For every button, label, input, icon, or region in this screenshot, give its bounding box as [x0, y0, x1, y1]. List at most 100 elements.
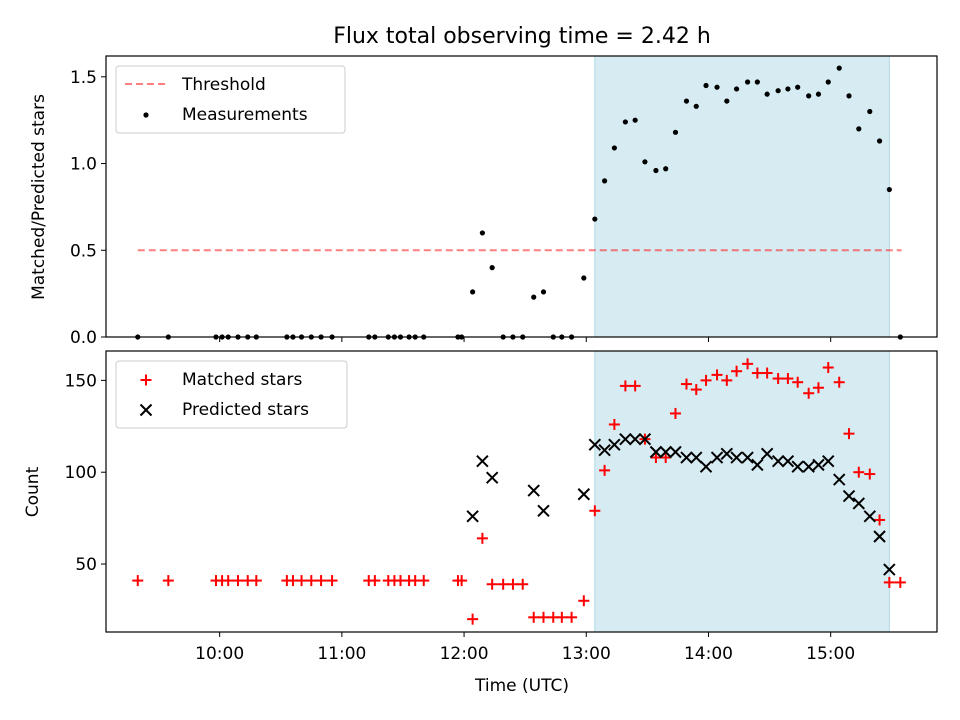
- predicted-stars-point: [537, 504, 550, 517]
- predicted-stars-point-b: [751, 458, 764, 472]
- matched-stars-point: [497, 578, 509, 590]
- matched-stars-point: [537, 611, 549, 623]
- matched-stars-point: [578, 595, 590, 607]
- measurement-point: [703, 82, 709, 89]
- predicted-stars-point: [638, 432, 652, 446]
- measurement-point: [622, 119, 628, 125]
- measurement-point: [795, 84, 801, 90]
- measurement-point: [825, 79, 831, 85]
- predicted-stars-point: [730, 451, 743, 464]
- top-y-axis-label: Matched/Predicted stars: [29, 94, 49, 300]
- measurement-point: [592, 216, 598, 222]
- measurement-point: [540, 289, 547, 295]
- predicted-stars-point: [659, 445, 672, 459]
- matched-stars-point: [894, 576, 906, 588]
- predicted-stars-point: [588, 438, 602, 451]
- predicted-stars-point-b: [476, 454, 489, 468]
- threshold-legend-label: Threshold: [181, 75, 266, 95]
- matched-stars-point: [792, 376, 804, 388]
- top-legend-frame: [115, 65, 346, 134]
- predicted-stars-point: [710, 451, 724, 464]
- predicted-stars-point-b: [598, 443, 611, 457]
- bottom-panel: 50 100 150 10:00 11:00 12:00 13:00 14:00 15:00: [65, 350, 938, 664]
- predicted-stars-point: [577, 488, 591, 501]
- matched-stars-point: [853, 466, 865, 478]
- predicted-stars-legend-marker: [139, 403, 153, 417]
- predicted-stars-point-b: [680, 451, 693, 464]
- measurement-point: [764, 91, 770, 97]
- predicted-stars-point: [833, 473, 846, 486]
- matched-stars-point: [772, 373, 784, 385]
- predicted-stars-point-b: [466, 510, 479, 523]
- predicted-stars-point: [485, 471, 499, 484]
- measurement-point: [672, 129, 679, 135]
- matched-stars-point: [296, 575, 308, 587]
- bottom-series-1: [466, 432, 896, 576]
- measurements-legend-label: Measurements: [182, 105, 308, 125]
- measurement-point: [632, 117, 638, 123]
- predicted-stars-point-b: [720, 447, 734, 461]
- predicted-stars-point-b: [588, 438, 602, 451]
- matched-stars-point: [162, 575, 174, 587]
- bottom-legend-frame: [115, 360, 348, 429]
- matched-stars-point: [222, 575, 234, 587]
- top-axes-frame: [105, 55, 938, 338]
- top-y-tick-label: 1.0: [70, 155, 97, 175]
- matched-stars-point: [589, 505, 601, 517]
- measurement-point: [733, 86, 740, 92]
- matched-stars-point: [833, 376, 845, 388]
- bottom-y-tick-label: 150: [65, 371, 97, 391]
- predicted-stars-point: [842, 489, 856, 503]
- matched-stars-point: [250, 575, 262, 587]
- top-panel: 0.0 0.5 1.0 1.5: [70, 55, 938, 348]
- matched-stars-point: [782, 373, 794, 385]
- predicted-stars-point: [527, 484, 540, 497]
- measurement-point: [754, 79, 760, 85]
- predicted-stars-point: [680, 451, 693, 464]
- predicted-stars-point: [873, 530, 886, 543]
- x-tick-label: 14:00: [684, 644, 733, 664]
- matched-stars-point: [132, 575, 144, 587]
- matched-stars-point: [761, 367, 773, 379]
- predicted-stars-point-b: [791, 460, 804, 473]
- matched-stars-point: [650, 452, 662, 464]
- predicted-stars-point-b: [873, 530, 886, 543]
- matched-stars-point: [467, 613, 479, 625]
- predicted-stars-point-b: [527, 484, 540, 497]
- top-y-tick-label: 1.5: [70, 68, 97, 88]
- matched-stars-point: [669, 407, 681, 419]
- matched-stars-point: [660, 452, 672, 464]
- measurement-point: [846, 93, 852, 99]
- measurement-point: [876, 138, 883, 144]
- predicted-stars-point-b: [669, 445, 682, 459]
- predicted-stars-point: [741, 451, 754, 464]
- predicted-stars-point: [751, 458, 764, 472]
- predicted-stars-legend-marker-b: [139, 403, 153, 417]
- measurement-point: [785, 86, 791, 92]
- matched-stars-point: [883, 576, 895, 588]
- predicted-stars-point: [628, 432, 642, 446]
- predicted-stars-point-b: [608, 438, 621, 451]
- predicted-stars-point: [699, 460, 713, 473]
- predicted-stars-point-b: [619, 432, 632, 446]
- predicted-stars-point: [476, 454, 489, 468]
- predicted-stars-point: [883, 563, 896, 576]
- matched-stars-point: [629, 380, 641, 392]
- matched-stars-point: [528, 611, 540, 623]
- predicted-stars-point: [619, 432, 632, 446]
- predicted-stars-point-b: [659, 445, 672, 459]
- predicted-stars-point-b: [760, 447, 774, 461]
- x-tick-label: 12:00: [440, 644, 489, 664]
- matched-stars-point: [690, 384, 702, 396]
- matched-stars-point: [812, 382, 824, 394]
- matched-stars-point: [843, 428, 855, 440]
- matched-stars-point: [874, 514, 886, 526]
- predicted-stars-point: [466, 510, 479, 523]
- matched-stars-point: [822, 362, 834, 374]
- measurement-point: [724, 98, 730, 104]
- matched-stars-point: [864, 468, 876, 480]
- predicted-stars-point: [852, 497, 865, 510]
- bottom-y-tick-label: 50: [75, 555, 97, 575]
- matched-stars-point: [566, 611, 578, 623]
- matched-stars-point: [608, 418, 620, 430]
